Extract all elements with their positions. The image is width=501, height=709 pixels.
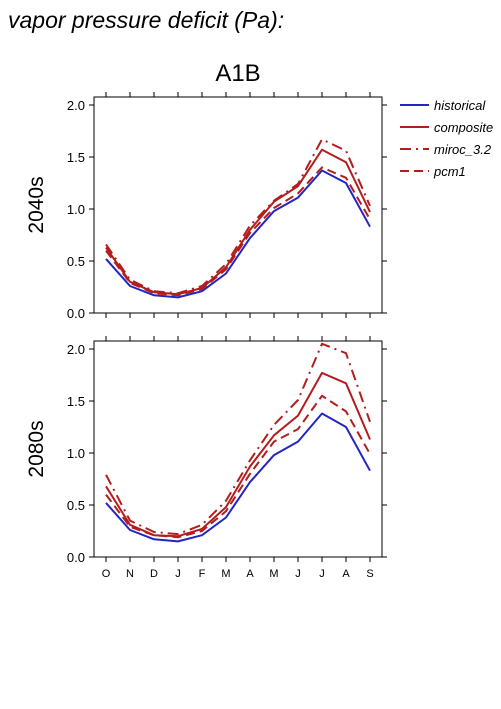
x-tick-label: J: [319, 568, 325, 580]
x-tick-label: M: [269, 568, 278, 580]
x-tick-label: J: [295, 568, 301, 580]
y-tick-label: 1.5: [67, 150, 85, 165]
series-line-miroc: [105, 342, 371, 536]
series-line-pcm1: [105, 394, 371, 539]
x-tick-label: M: [221, 568, 230, 580]
x-tick-label: F: [199, 568, 206, 580]
series-line-composite: [105, 371, 371, 538]
x-tick-label: A: [342, 568, 350, 580]
x-tick-label: D: [150, 568, 158, 580]
y-axis-label: 2080s: [25, 420, 48, 477]
legend-label-historical: historical: [434, 98, 486, 113]
series-line-pcm1: [105, 166, 371, 297]
series-line-historical: [105, 169, 371, 299]
legend-label-miroc: miroc_3.2: [434, 142, 492, 157]
series-line-historical: [105, 412, 371, 543]
panel-2080s: 0.0 0.5 1.0 1.5 2.0 O N D J F M A M J J A S 2080s: [25, 336, 387, 580]
plot-frame: [93, 96, 383, 314]
series-line-miroc: [105, 138, 371, 295]
y-tick-label: 0.5: [67, 254, 85, 269]
x-tick-label: A: [246, 568, 254, 580]
legend: historical composite miroc_3.2 pcm1: [400, 98, 493, 179]
y-tick-label: 1.0: [67, 202, 85, 217]
y-tick-label: 2.0: [67, 98, 85, 113]
panel-2040s: 0.0 0.5 1.0 1.5 2.0 2040s: [25, 92, 387, 321]
x-tick-label: J: [175, 568, 181, 580]
plot-frame: [93, 340, 383, 558]
legend-label-pcm1: pcm1: [433, 164, 466, 179]
y-tick-label: 0.0: [67, 306, 85, 321]
y-tick-label: 0.5: [67, 498, 85, 513]
page-title: vapor pressure deficit (Pa):: [8, 7, 284, 33]
x-tick-label: N: [126, 568, 134, 580]
y-axis-label: 2040s: [25, 176, 48, 233]
legend-label-composite: composite: [434, 120, 493, 135]
chart-title: A1B: [215, 60, 260, 87]
y-tick-label: 1.5: [67, 394, 85, 409]
x-tick-label: O: [102, 568, 111, 580]
y-tick-label: 1.0: [67, 446, 85, 461]
y-tick-label: 2.0: [67, 342, 85, 357]
x-tick-label: S: [366, 568, 373, 580]
y-tick-label: 0.0: [67, 550, 85, 565]
